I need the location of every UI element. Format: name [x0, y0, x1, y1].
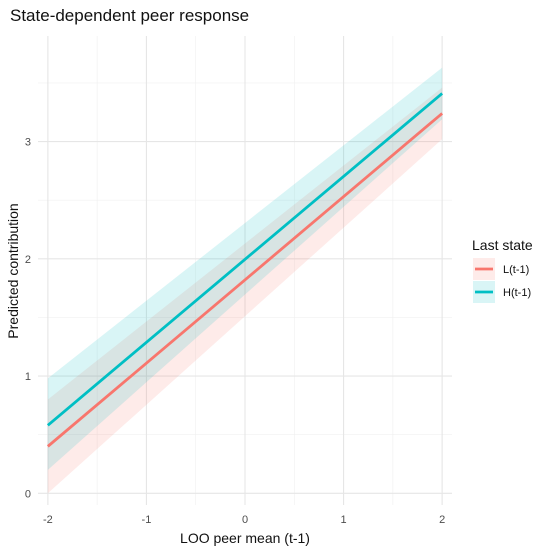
legend-items: L(t-1) H(t-1): [473, 258, 531, 303]
series-line: [46, 112, 444, 448]
x-tick-label: -2: [43, 514, 53, 526]
grid-major: [38, 36, 452, 505]
legend-label: H(t-1): [503, 287, 531, 299]
legend-title: Last state: [472, 237, 533, 253]
y-tick-labels: 0 1 2 3: [25, 137, 31, 501]
confidence-band: [47, 67, 443, 470]
x-tick-label: -1: [142, 514, 152, 526]
y-tick-label: 3: [25, 137, 31, 149]
x-tick-label: 2: [439, 514, 445, 526]
x-tick-label: 1: [341, 514, 347, 526]
confidence-bands: [47, 67, 443, 494]
y-tick-label: 0: [25, 488, 31, 500]
chart-title: State-dependent peer response: [10, 6, 249, 25]
y-axis-label: Predicted contribution: [5, 203, 21, 338]
x-axis-label: LOO peer mean (t-1): [180, 530, 310, 546]
x-tick-labels: -2 -1 0 1 2: [43, 514, 445, 526]
legend: Last state L(t-1) H(t-1): [472, 237, 533, 303]
legend-label: L(t-1): [503, 264, 529, 276]
series-lines: [46, 92, 444, 448]
x-tick-label: 0: [242, 514, 248, 526]
y-tick-label: 2: [25, 254, 31, 266]
series-line: [46, 92, 444, 427]
y-tick-label: 1: [25, 371, 31, 383]
confidence-band: [47, 87, 443, 494]
